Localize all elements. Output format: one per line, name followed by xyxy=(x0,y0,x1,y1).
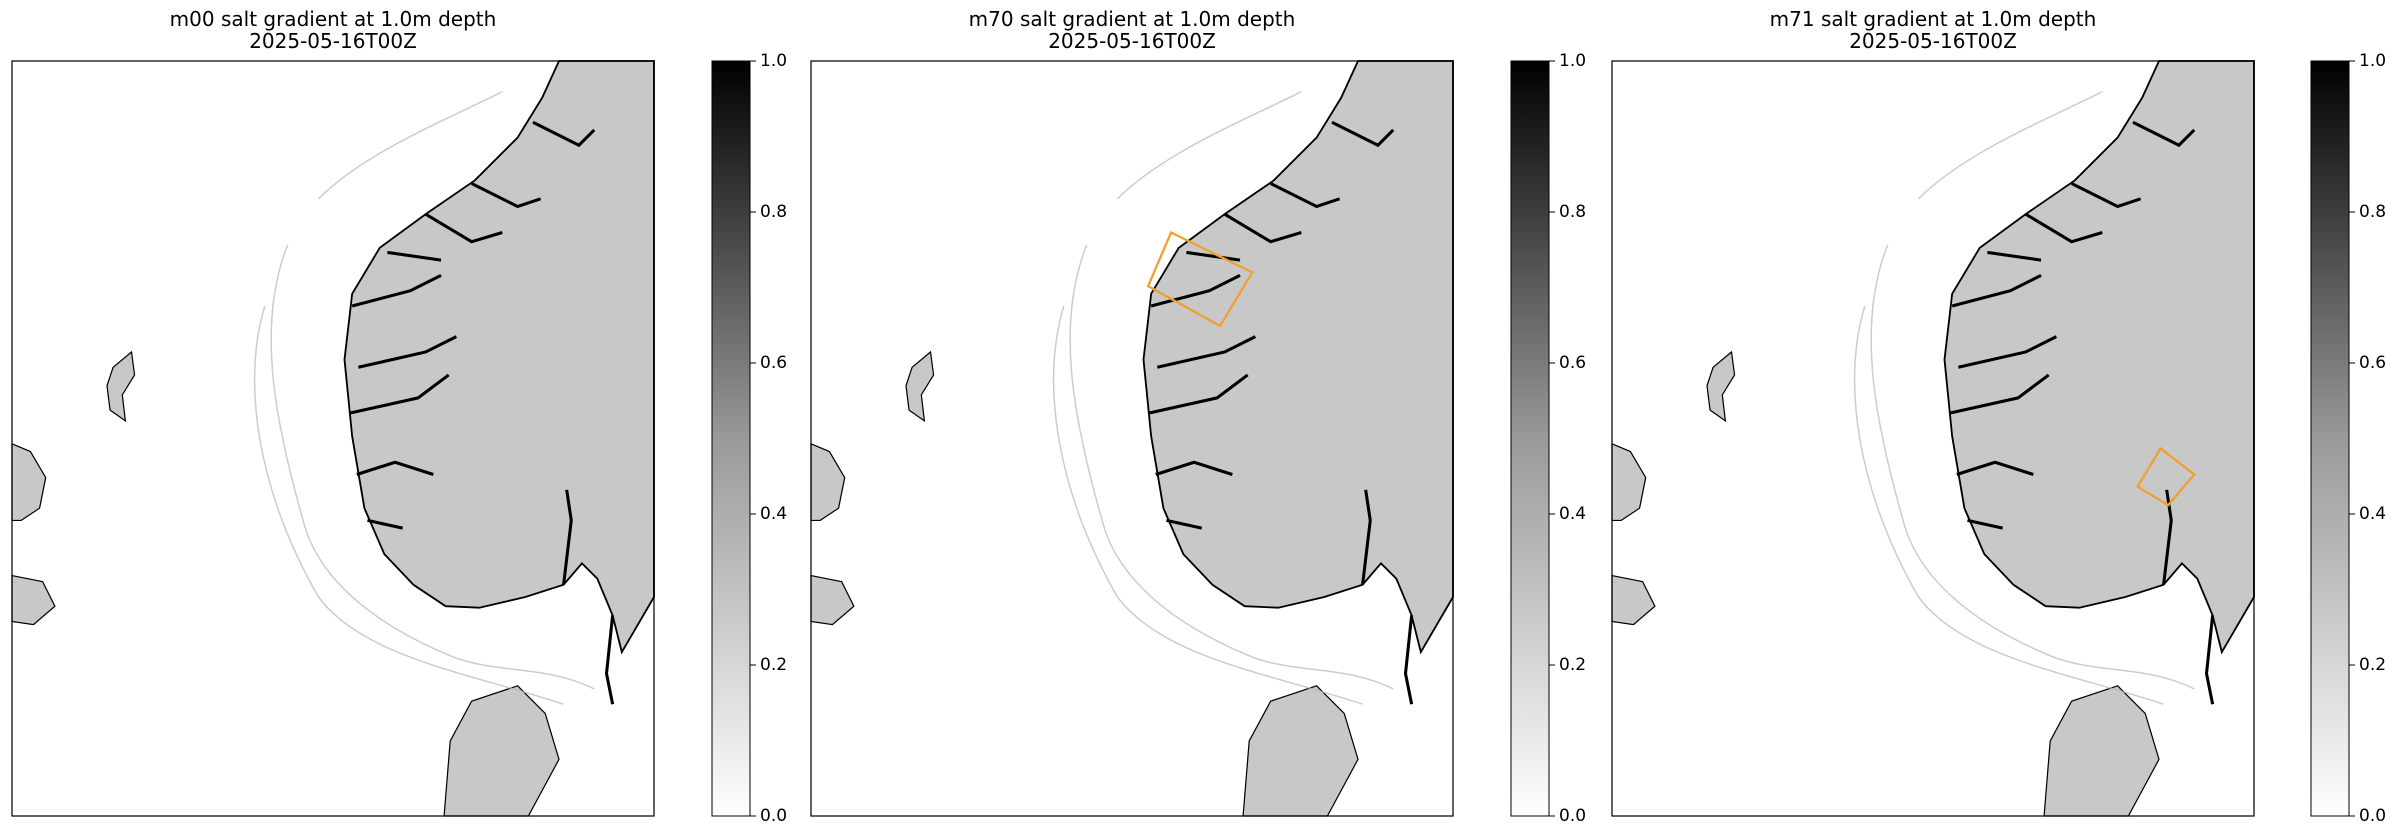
colorbar-gradient xyxy=(1510,60,1550,817)
colorbar-tick-label: 0.6 xyxy=(2359,353,2386,373)
panel-title: m71 salt gradient at 1.0m depth xyxy=(1769,7,2097,31)
colorbar-tick-label: 0.2 xyxy=(2359,655,2386,675)
highlight-box xyxy=(1146,230,1254,328)
colorbar-tick-label: 0.8 xyxy=(1559,202,1586,222)
colorbar: 0.0 0.2 0.4 0.6 0.8 1.0 xyxy=(711,51,787,826)
colorbar-tick-label: 0.2 xyxy=(760,655,787,675)
panel-subtitle: 2025-05-16T00Z xyxy=(1849,29,2017,53)
colorbar-tick-label: 1.0 xyxy=(1559,51,1586,71)
panel-subtitle: 2025-05-16T00Z xyxy=(1048,29,1216,53)
colorbar-tick-label: 0.4 xyxy=(1559,504,1586,524)
colorbar-tick-label: 0.8 xyxy=(2359,202,2386,222)
colorbar-tick-label: 0.2 xyxy=(1559,655,1586,675)
colorbar-tick-label: 0.6 xyxy=(760,353,787,373)
colorbar-gradient xyxy=(711,60,751,817)
colorbar-tick-label: 0.6 xyxy=(1559,353,1586,373)
panel-title: m70 salt gradient at 1.0m depth xyxy=(968,7,1296,31)
colorbar: 0.0 0.2 0.4 0.6 0.8 1.0 xyxy=(2310,51,2386,826)
colorbar-tick-label: 0.4 xyxy=(760,504,787,524)
colorbar-tick-label: 0.4 xyxy=(2359,504,2386,524)
colorbar: 0.0 0.2 0.4 0.6 0.8 1.0 xyxy=(1510,51,1586,826)
colorbar-gradient xyxy=(2310,60,2350,817)
map-frame xyxy=(810,60,1454,817)
colorbar-tick-label: 1.0 xyxy=(2359,51,2386,71)
colorbar-tick-label: 0.0 xyxy=(1559,806,1586,826)
map-frame xyxy=(1611,60,2255,817)
map xyxy=(809,59,1455,818)
colorbar-tick-label: 0.0 xyxy=(2359,806,2386,826)
highlight-box xyxy=(2135,446,2196,507)
colorbar-tick-label: 0.0 xyxy=(760,806,787,826)
colorbar-tick-label: 1.0 xyxy=(760,51,787,71)
map-frame xyxy=(11,60,655,817)
panel-subtitle: 2025-05-16T00Z xyxy=(249,29,417,53)
map xyxy=(10,59,656,818)
map xyxy=(1610,59,2256,818)
colorbar-tick-label: 0.8 xyxy=(760,202,787,222)
panel-title: m00 salt gradient at 1.0m depth xyxy=(169,7,497,31)
